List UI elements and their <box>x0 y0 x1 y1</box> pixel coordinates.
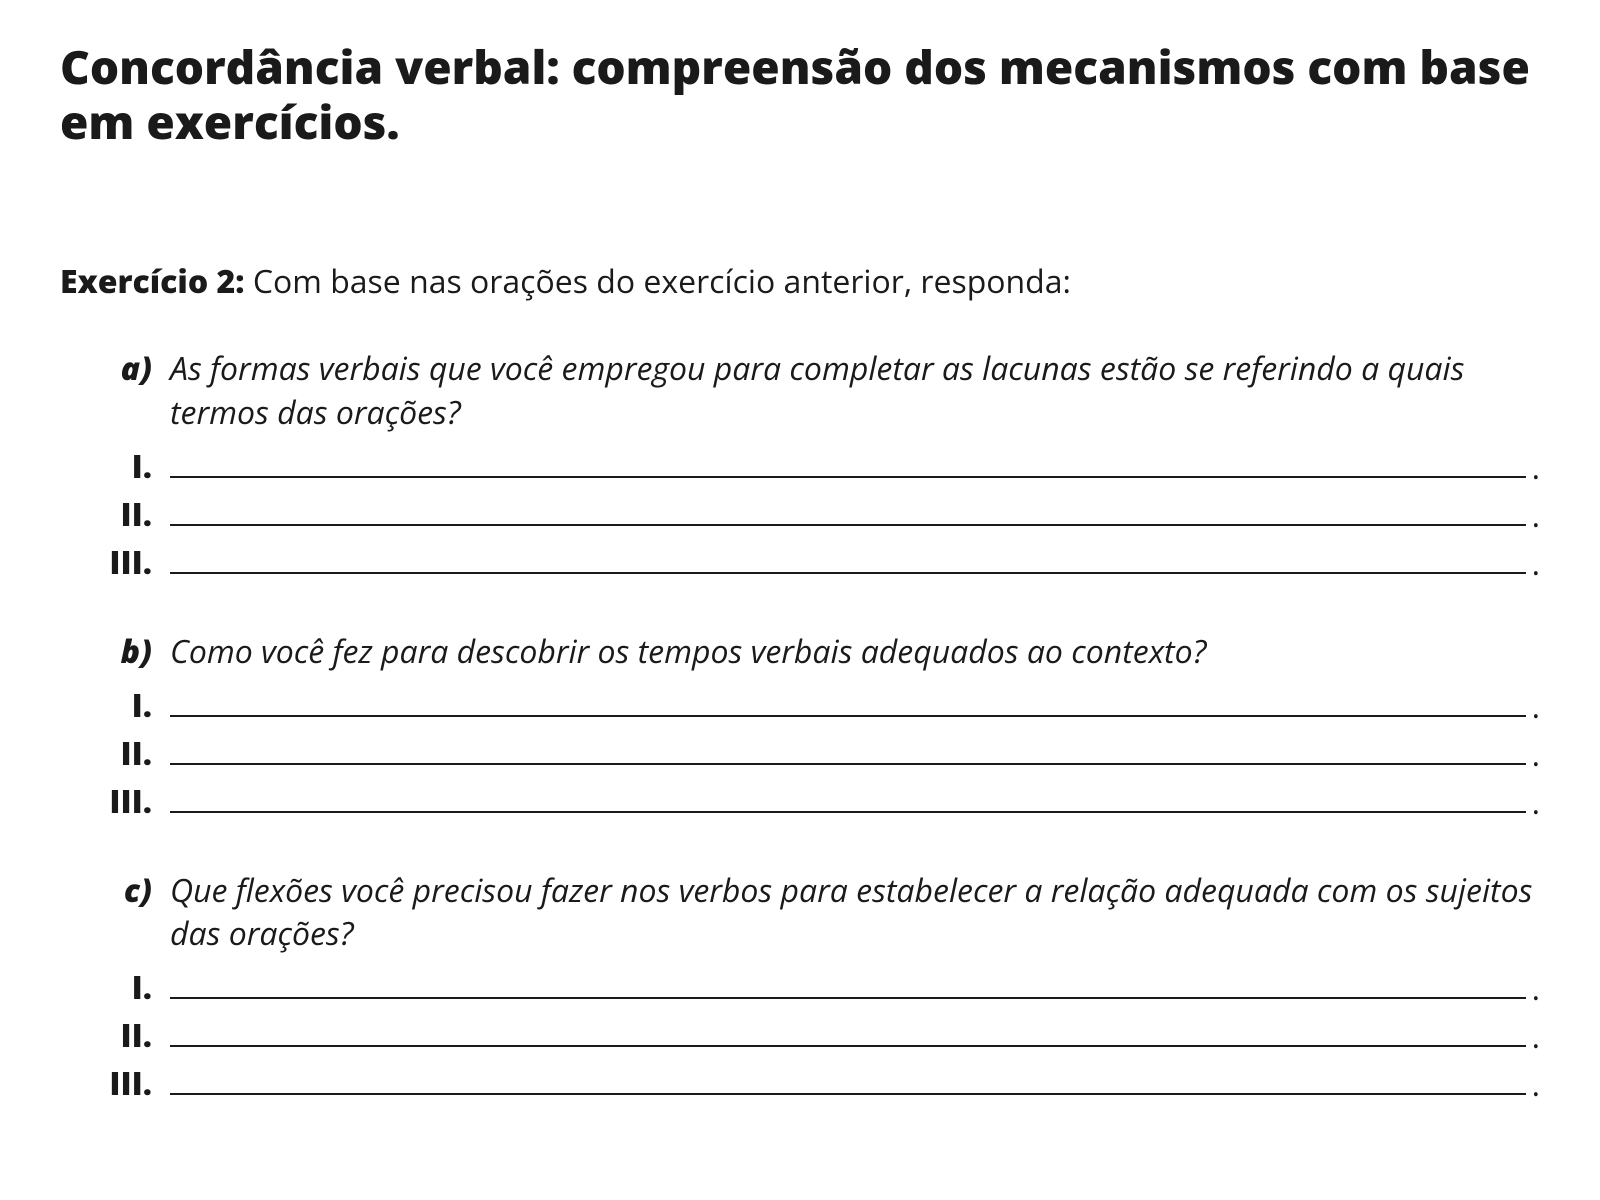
answer-period: . <box>1526 1069 1540 1101</box>
answer-blank-line[interactable] <box>170 1065 1526 1095</box>
question-block-b: b) Como você fez para descobrir os tempo… <box>60 630 1540 819</box>
answer-row: III. . <box>60 536 1540 580</box>
answer-blank-line[interactable] <box>170 1017 1526 1047</box>
answer-numeral: II. <box>60 497 170 532</box>
answer-row: II. . <box>60 727 1540 771</box>
question-text: As formas verbais que você empregou para… <box>170 347 1540 433</box>
answer-period: . <box>1526 452 1540 484</box>
answer-row: III. . <box>60 1057 1540 1101</box>
answer-numeral: II. <box>60 736 170 771</box>
question-row: a) As formas verbais que você empregou p… <box>60 347 1540 433</box>
answer-period: . <box>1526 787 1540 819</box>
answer-blank-line[interactable] <box>170 544 1526 574</box>
exercise-intro: Exercício 2: Com base nas orações do exe… <box>60 260 1540 303</box>
answer-numeral: III. <box>60 1066 170 1101</box>
question-letter: a) <box>60 347 170 390</box>
question-letter: b) <box>60 630 170 673</box>
answer-numeral: II. <box>60 1018 170 1053</box>
answer-blank-line[interactable] <box>170 735 1526 765</box>
page-title: Concordância verbal: compreensão dos mec… <box>60 40 1540 150</box>
answer-row: II. . <box>60 1009 1540 1053</box>
answer-numeral: I. <box>60 449 170 484</box>
answer-row: I. . <box>60 679 1540 723</box>
answer-row: III. . <box>60 775 1540 819</box>
question-letter: c) <box>60 869 170 912</box>
answer-row: I. . <box>60 961 1540 1005</box>
question-text: Como você fez para descobrir os tempos v… <box>170 630 1540 673</box>
answer-period: . <box>1526 548 1540 580</box>
answer-period: . <box>1526 1021 1540 1053</box>
answer-numeral: I. <box>60 688 170 723</box>
question-block-a: a) As formas verbais que você empregou p… <box>60 347 1540 579</box>
answer-numeral: III. <box>60 784 170 819</box>
question-block-c: c) Que flexões você precisou fazer nos v… <box>60 869 1540 1101</box>
answer-period: . <box>1526 973 1540 1005</box>
exercise-intro-text: Com base nas orações do exercício anteri… <box>253 260 1071 303</box>
answer-period: . <box>1526 739 1540 771</box>
answer-period: . <box>1526 500 1540 532</box>
answer-blank-line[interactable] <box>170 687 1526 717</box>
question-row: c) Que flexões você precisou fazer nos v… <box>60 869 1540 955</box>
answer-blank-line[interactable] <box>170 783 1526 813</box>
answer-blank-line[interactable] <box>170 969 1526 999</box>
exercise-label: Exercício 2: <box>60 260 245 303</box>
question-row: b) Como você fez para descobrir os tempo… <box>60 630 1540 673</box>
answer-row: II. . <box>60 488 1540 532</box>
answer-blank-line[interactable] <box>170 496 1526 526</box>
answer-row: I. . <box>60 440 1540 484</box>
answer-numeral: I. <box>60 970 170 1005</box>
answer-period: . <box>1526 691 1540 723</box>
question-text: Que flexões você precisou fazer nos verb… <box>170 869 1540 955</box>
answer-blank-line[interactable] <box>170 448 1526 478</box>
answer-numeral: III. <box>60 545 170 580</box>
